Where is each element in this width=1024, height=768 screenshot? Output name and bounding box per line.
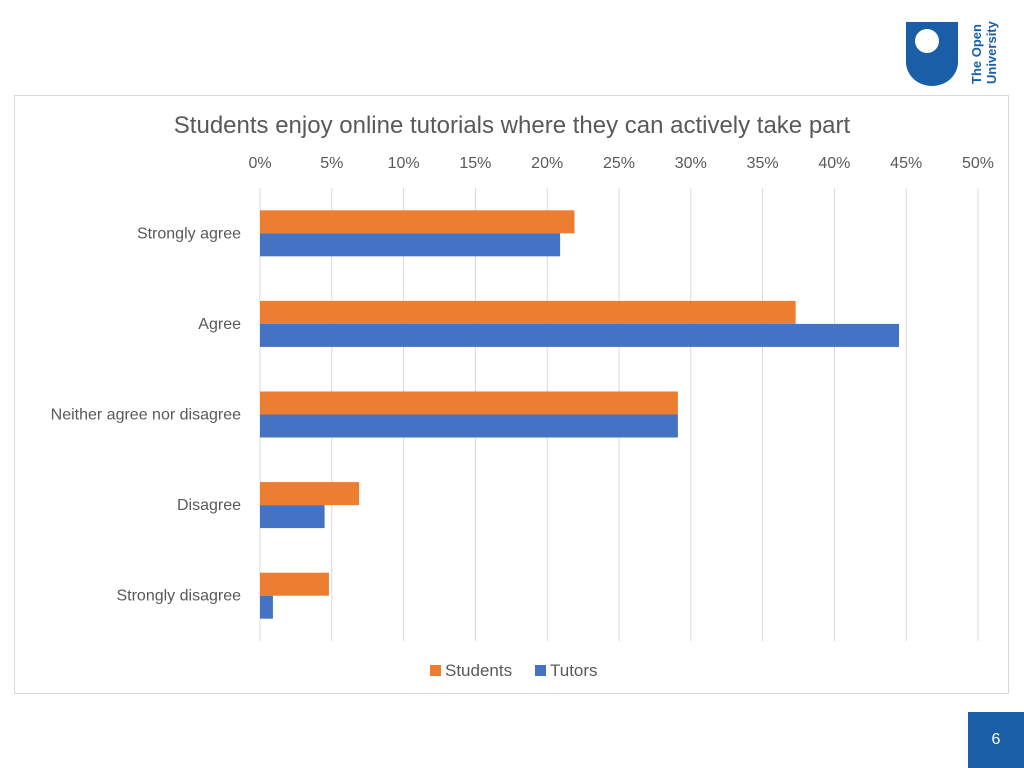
bar-students-strongly-disagree [260,572,329,596]
category-label: Neither agree nor disagree [51,407,241,424]
legend-label-tutors: Tutors [550,661,598,680]
bar-students-disagree [260,482,360,506]
x-tick-label: 10% [388,155,420,172]
logo-circle-icon [915,29,939,53]
category-label: Strongly agree [137,225,241,242]
category-label: Strongly disagree [116,588,241,605]
page-number: 6 [968,712,1024,768]
bar-tutors-strongly-agree [260,233,561,257]
x-tick-label: 35% [747,155,779,172]
chart-title: Students enjoy online tutorials where th… [174,112,851,139]
x-tick-label: 45% [890,155,922,172]
x-tick-label: 0% [248,155,271,172]
logo-line1: The Open [969,24,984,84]
bar-students-neither-agree-nor-disagree [260,391,678,415]
x-tick-label: 20% [531,155,563,172]
x-tick-label: 30% [675,155,707,172]
bar-students-strongly-agree [260,210,575,234]
bar-chart: Students enjoy online tutorials where th… [51,112,994,680]
category-label: Disagree [177,497,241,514]
x-tick-label: 15% [459,155,491,172]
category-label: Agree [198,316,241,333]
x-tick-label: 25% [603,155,635,172]
bar-tutors-agree [260,323,900,347]
legend-swatch-students [430,665,441,676]
x-tick-label: 50% [962,155,994,172]
chart-frame: Students enjoy online tutorials where th… [14,95,1009,694]
bar-tutors-strongly-disagree [260,595,273,619]
legend-swatch-tutors [535,665,546,676]
x-tick-label: 40% [818,155,850,172]
bar-students-agree [260,300,796,324]
bar-tutors-neither-agree-nor-disagree [260,414,678,438]
bar-tutors-disagree [260,505,325,529]
open-university-logo: The Open University [905,20,1015,90]
legend-label-students: Students [445,661,512,680]
logo-line2: University [984,20,999,84]
x-tick-label: 5% [320,155,343,172]
